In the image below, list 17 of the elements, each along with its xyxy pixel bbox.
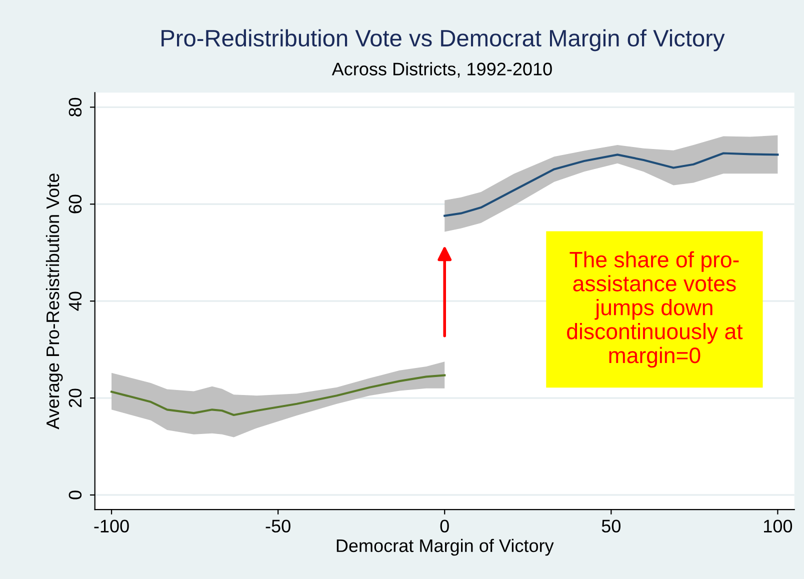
y-tick-label: 20 <box>68 388 82 408</box>
chart-title: Pro-Redistribution Vote vs Democrat Margin of Victory <box>162 29 725 52</box>
line-series <box>110 374 446 416</box>
chart-subtitle: Across Districts, 1992-2010 <box>332 62 552 78</box>
line-series <box>444 152 779 217</box>
y-tick-label: 80 <box>68 98 82 116</box>
x-tick-label: 100 <box>764 520 792 533</box>
x-axis-title: Democrat Margin of Victory <box>336 538 554 556</box>
x-tick-label: 50 <box>602 520 620 533</box>
y-tick-label: 40 <box>68 292 82 311</box>
y-tick-label: 60 <box>68 194 82 214</box>
y-tick-label: 0 <box>68 490 82 500</box>
annotation: The share of pro- assistance votes jumps down discontinuously at margin=0 <box>567 251 743 368</box>
x-tick-label: -50 <box>266 520 290 533</box>
y-axis-title: Average Pro-Resistribution Vote <box>46 174 63 430</box>
x-tick-label: -100 <box>94 520 129 533</box>
x-tick-label: 0 <box>440 520 449 533</box>
